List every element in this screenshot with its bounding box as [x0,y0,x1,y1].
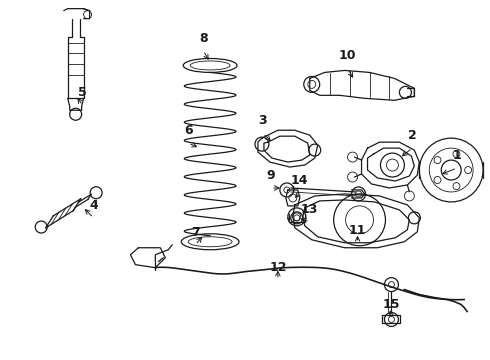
Text: 5: 5 [78,86,87,99]
Text: 3: 3 [259,114,267,127]
Text: 9: 9 [267,169,275,182]
Text: 8: 8 [199,32,207,45]
Text: 4: 4 [89,199,98,212]
Text: 10: 10 [339,49,356,62]
Text: 7: 7 [191,226,199,239]
Text: 12: 12 [269,261,287,274]
Text: 15: 15 [383,298,400,311]
Text: 6: 6 [184,124,193,137]
Text: 13: 13 [301,203,318,216]
Text: 1: 1 [453,149,462,162]
Text: 11: 11 [349,224,367,237]
Text: 2: 2 [408,129,416,142]
Text: 14: 14 [291,174,309,187]
